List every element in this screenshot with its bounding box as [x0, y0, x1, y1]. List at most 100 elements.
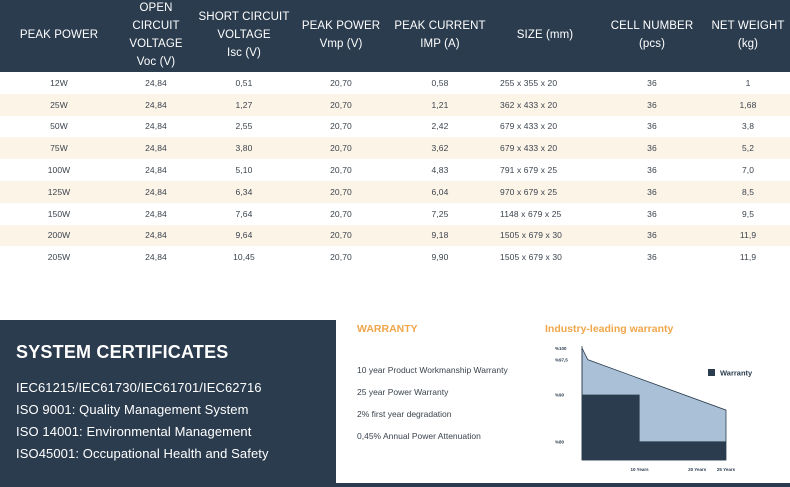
certificate-item: IEC61215/IEC61730/IEC61701/IEC62716	[16, 380, 262, 395]
table-row: 205W 24,84 10,45 20,70 9,90 1505 x 679 x 30 36…	[0, 246, 790, 268]
table-header-row: PEAK POWER OPEN CIRCUIT VOLTAGE Voc (V) SHOR…	[0, 0, 790, 72]
table-cell: 9,18	[431, 230, 449, 241]
table-row: 125W 24,84 6,34 20,70 6,04 970 x 679 x 25 36 8,…	[0, 180, 790, 203]
y-tick-label: %90	[555, 393, 565, 398]
chart-title: Industry-leading warranty	[545, 323, 674, 335]
column-header-line: Vmp (V)	[319, 38, 363, 50]
column-header: NET WEIGHT (kg)	[706, 0, 790, 72]
column-header: SIZE (mm)	[492, 0, 598, 72]
column-header-line: (pcs)	[638, 38, 666, 50]
column-header-line: SHORT CIRCUIT	[198, 11, 290, 24]
table-cell: 36	[647, 143, 657, 154]
table-cell: 150W	[47, 208, 71, 219]
table-row: 100W 24,84 5,10 20,70 4,83 791 x 679 x 25 36 7,…	[0, 159, 790, 181]
table-cell: 2,42	[431, 121, 449, 132]
table-cell: 36	[647, 208, 657, 219]
warranty-item: 10 year Product Workmanship Warranty	[357, 365, 508, 375]
table-cell: 20,70	[330, 121, 352, 132]
table-cell: 5,10	[235, 165, 253, 176]
column-header: PEAK POWER	[0, 0, 118, 72]
table-cell: 3,80	[235, 143, 253, 154]
table-cell: 50W	[50, 121, 68, 132]
column-header-line: SIZE (mm)	[516, 29, 574, 42]
y-tick-label: %97,5	[555, 358, 568, 363]
warranty-item: 0,45% Annual Power Attenuation	[357, 431, 481, 441]
table-cell: 24,84	[145, 99, 167, 110]
table-row: 150W 24,84 7,64 20,70 7,25 1148 x 679 x 25 36 9…	[0, 203, 790, 225]
column-header: PEAK POWER Vmp (V)	[294, 0, 388, 72]
table-cell: 25W	[50, 99, 68, 110]
certificates-title: SYSTEM CERTIFICATES	[16, 342, 229, 362]
legend-label: Warranty	[720, 369, 753, 378]
column-header: OPEN CIRCUIT VOLTAGE Voc (V)	[118, 0, 194, 72]
table-cell: 36	[647, 77, 657, 88]
table-cell: 20,70	[330, 230, 352, 241]
table-cell: 36	[647, 252, 657, 263]
table-cell: 36	[647, 186, 657, 197]
step-warranty-area	[582, 394, 726, 460]
table-cell: 200W	[47, 230, 71, 241]
table-cell: 75W	[50, 143, 68, 154]
column-header: CELL NUMBER (pcs)	[598, 0, 706, 72]
x-tick-label: 20 Years	[688, 467, 707, 472]
table-cell: 679 x 433 x 20	[500, 121, 558, 132]
spec-table: PEAK POWER OPEN CIRCUIT VOLTAGE Voc (V) SHOR…	[0, 0, 790, 268]
table-cell: 36	[647, 99, 657, 110]
warranty-section: WARRANTY 10 year Product Workmanship War…	[357, 323, 537, 447]
x-tick-label: 25 Years	[717, 467, 736, 472]
table-cell: 20,70	[330, 143, 352, 154]
column-header-line: PEAK CURRENT	[394, 20, 486, 33]
column-header-line: Voc (V)	[136, 55, 176, 68]
table-cell: 4,83	[431, 165, 449, 176]
table-cell: 3,8	[741, 121, 755, 132]
table-cell: 0,58	[431, 77, 449, 88]
table-cell: 11,9	[739, 252, 757, 263]
certificate-item: ISO 9001: Quality Management System	[16, 402, 249, 417]
table-cell: 100W	[47, 165, 71, 176]
certificate-item: ISO45001: Occupational Health and Safety	[16, 446, 269, 461]
table-row: 75W 24,84 3,80 20,70 3,62 679 x 433 x 20 36 5,2	[0, 137, 790, 160]
table-cell: 20,70	[330, 165, 352, 176]
table-cell: 7,25	[431, 208, 449, 219]
table-row: 12W 24,84 0,51 20,70 0,58 255 x 355 x 20 36 1	[0, 72, 790, 94]
table-row: 200W 24,84 9,64 20,70 9,18 1505 x 679 x 30 36 1…	[0, 224, 790, 247]
warranty-item: 25 year Power Warranty	[357, 387, 449, 397]
table-cell: 24,84	[145, 143, 167, 154]
table-cell: 5,2	[741, 143, 755, 154]
table-cell: 205W	[47, 252, 71, 263]
table-cell: 9,5	[741, 208, 755, 219]
table-cell: 1,68	[739, 99, 757, 110]
y-tick-label: %100	[555, 346, 567, 351]
y-tick-label: %80	[555, 439, 565, 444]
table-cell: 7,0	[741, 165, 755, 176]
x-tick-label: 10 Years	[631, 467, 650, 472]
warranty-item: 2% first year degradation	[357, 409, 452, 419]
table-cell: 8,5	[741, 186, 755, 197]
table-cell: 679 x 433 x 20	[500, 143, 558, 154]
table-cell: 24,84	[145, 208, 167, 219]
legend-swatch	[708, 369, 715, 376]
table-cell: 7,64	[235, 208, 253, 219]
column-header-line: VOLTAGE	[217, 29, 271, 42]
column-header-line: PEAK POWER	[301, 20, 381, 33]
table-cell: 3,62	[431, 143, 449, 154]
table-row: 50W 24,84 2,55 20,70 2,42 679 x 433 x 20 36 3,8	[0, 116, 790, 138]
table-cell: 1505 x 679 x 30	[500, 252, 562, 263]
table-row: 25W 24,84 1,27 20,70 1,21 362 x 433 x 20 36 1,6…	[0, 93, 790, 116]
column-header-line: NET WEIGHT	[711, 20, 785, 33]
table-cell: 12W	[50, 77, 68, 88]
table-cell: 20,70	[330, 99, 352, 110]
certificate-item: ISO 14001: Environmental Management	[16, 424, 252, 439]
column-header-line: Isc (V)	[227, 46, 261, 59]
table-cell: 6,34	[235, 186, 253, 197]
table-cell: 24,84	[145, 186, 167, 197]
table-cell: 1148 x 679 x 25	[500, 208, 562, 219]
table-cell: 1,27	[235, 99, 253, 110]
column-header-line: PEAK POWER	[19, 29, 99, 42]
table-cell: 36	[647, 165, 657, 176]
table-cell: 20,70	[330, 252, 352, 263]
warranty-title: WARRANTY	[357, 323, 418, 335]
table-cell: 10,45	[233, 252, 255, 263]
table-cell: 9,90	[431, 252, 449, 263]
table-cell: 20,70	[330, 77, 352, 88]
